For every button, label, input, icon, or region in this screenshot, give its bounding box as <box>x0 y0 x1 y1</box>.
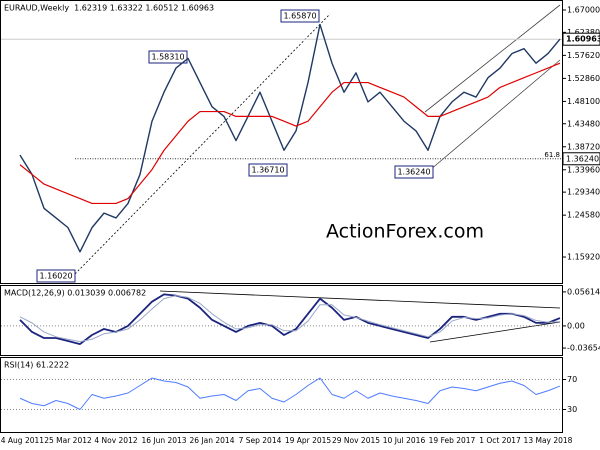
price-box <box>562 32 600 46</box>
channel-upper <box>424 4 561 113</box>
y-tick-label: 30 <box>567 405 577 414</box>
y-tick-label: 0.00 <box>567 321 585 330</box>
trend-line <box>74 13 331 275</box>
x-tick-label: 19 Feb 2017 <box>429 436 476 445</box>
x-tick-label: 4 Nov 2012 <box>94 436 137 445</box>
y-tick-label: 0.056144 <box>567 287 600 296</box>
annotation-box <box>280 9 320 23</box>
y-tick-label: 1.52860 <box>567 74 600 83</box>
macd-panel <box>0 285 563 356</box>
macd-trend-lower <box>429 321 561 343</box>
y-tick-label: 1.15920 <box>567 253 600 262</box>
x-tick-label: 10 Jul 2016 <box>383 436 426 445</box>
annotation: 1.36240 <box>397 168 430 177</box>
series-line <box>19 295 561 343</box>
y-tick-label: 1.67000 <box>567 6 600 15</box>
series-line <box>19 377 561 410</box>
level-label: 1.36240 <box>566 154 599 163</box>
y-tick-label: 1.29340 <box>567 188 600 197</box>
price-panel <box>0 0 563 284</box>
y-tick-label: 1.48100 <box>567 97 600 106</box>
y-tick-label: -0.036546 <box>567 344 600 353</box>
y-tick-label: 1.24580 <box>567 211 600 220</box>
x-tick-label: 19 Apr 2015 <box>285 436 332 445</box>
annotation-box <box>148 50 188 64</box>
x-tick-label: 13 May 2018 <box>524 436 573 445</box>
watermark: ActionForex.com <box>326 221 484 243</box>
y-tick-label: 1.62380 <box>567 28 600 37</box>
x-tick-label: 16 Jun 2013 <box>141 436 186 445</box>
x-tick-label: 26 Jan 2014 <box>190 436 235 445</box>
series-line <box>19 23 561 253</box>
annotation-box <box>36 269 76 283</box>
annotation: 1.16020 <box>39 272 72 281</box>
annotation: 1.58310 <box>151 53 184 62</box>
level-name: 61.8 <box>544 151 560 159</box>
annotation: 1.65870 <box>283 12 316 21</box>
macd-trend-upper <box>159 290 561 309</box>
x-tick-label: 14 Aug 2011 <box>0 436 44 445</box>
x-tick-label: 7 Sep 2014 <box>239 436 282 445</box>
panel-title: MACD(12,26,9) 0.013039 0.006782 <box>4 289 146 298</box>
series-line <box>19 62 561 205</box>
x-tick-label: 1 Oct 2017 <box>479 436 521 445</box>
y-tick-label: 1.57620 <box>567 51 600 60</box>
annotation-box <box>248 163 288 177</box>
x-tick-label: 29 Nov 2015 <box>332 436 380 445</box>
y-tick-label: 1.43480 <box>567 119 600 128</box>
channel-lower <box>429 59 561 171</box>
annotation-box <box>394 165 434 179</box>
panel-title: EURAUD,Weekly 1.62319 1.63322 1.60512 1.… <box>4 4 214 13</box>
level-box <box>562 152 600 166</box>
x-tick-label: 25 Mar 2012 <box>44 436 92 445</box>
y-tick-label: 1.33960 <box>567 165 600 174</box>
y-tick-label: 70 <box>567 375 577 384</box>
panel-title: RSI(14) 61.2222 <box>4 361 69 370</box>
rsi-panel <box>0 357 563 433</box>
price-label: 1.60963 <box>566 35 600 44</box>
y-tick-label: 1.38720 <box>567 142 600 151</box>
annotation: 1.36710 <box>251 166 284 175</box>
